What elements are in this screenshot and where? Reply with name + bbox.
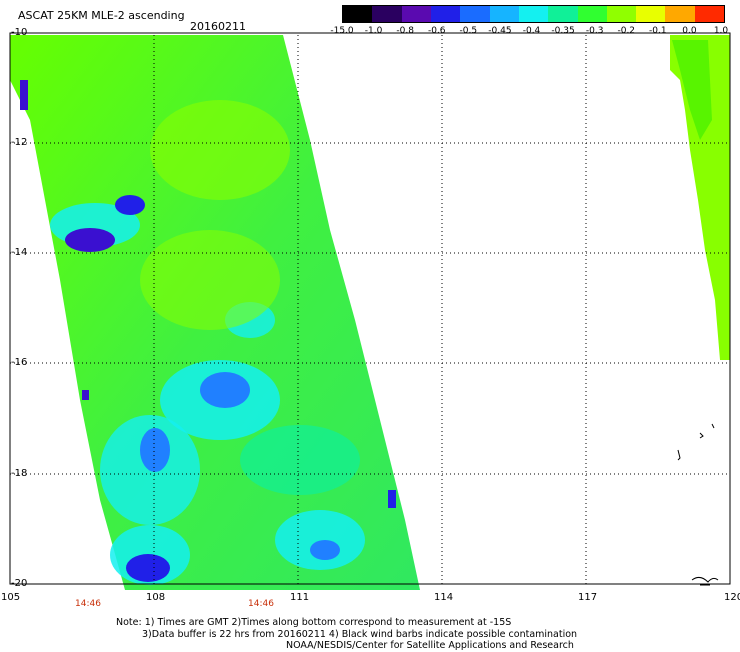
grid-lines (10, 35, 730, 584)
footnotes: Note: 1) Times are GMT 2)Times along bot… (116, 617, 577, 652)
lat-label: -10 (11, 27, 28, 38)
anomaly-blue-11 (310, 540, 340, 560)
lon-label: 114 (434, 592, 454, 603)
colorbar-label: -0.35 (551, 26, 575, 36)
colorbar-label: -0.3 (585, 26, 604, 36)
swath-right (670, 35, 730, 360)
lon-label: 108 (146, 592, 166, 603)
anomaly-lime-15 (140, 230, 280, 330)
anomaly-blue-9 (126, 554, 170, 582)
anomaly-blue-18 (388, 490, 396, 508)
colorbar-label: -1.0 (364, 26, 383, 36)
colorbar-segment (372, 6, 402, 22)
coastline (677, 423, 719, 586)
colorbar-segment (577, 6, 607, 22)
lat-label: -16 (11, 357, 28, 368)
anomaly-blue-16 (20, 80, 28, 110)
chart-title: ASCAT 25KM MLE-2 ascending (18, 9, 185, 22)
map-frame (9, 32, 731, 585)
lon-label: 105 (1, 592, 21, 603)
anomaly-blue-17 (82, 390, 89, 400)
time-label-right: 14:46 (248, 599, 274, 609)
lon-label: 111 (290, 592, 310, 603)
anomaly-cyan-12 (240, 425, 360, 495)
colorbar-label: -0.2 (617, 26, 636, 36)
time-label-left: 14:46 (75, 599, 101, 609)
colorbar-segment (636, 6, 666, 22)
lat-label: -20 (11, 578, 28, 589)
colorbar-label: -0.1 (649, 26, 667, 36)
colorbar-segment (343, 6, 373, 22)
colorbar-segment (430, 6, 461, 22)
colorbar-segment (665, 6, 695, 22)
colorbar (342, 5, 725, 23)
colorbar-label: -0.45 (488, 26, 512, 36)
anomaly-cyan-10 (275, 510, 365, 570)
colorbar-label: -0.5 (459, 26, 478, 36)
colorbar-segment (694, 6, 725, 22)
lat-label: -12 (11, 137, 28, 148)
colorbar-label: -15.0 (330, 26, 354, 36)
colorbar-segment (489, 6, 519, 22)
footnote-line-3: NOAA/NESDIS/Center for Satellite Applica… (286, 640, 574, 651)
lon-label: 120 (724, 592, 740, 603)
colorbar-segment (548, 6, 578, 22)
colorbar-segment (606, 6, 637, 22)
anomaly-blue-2 (65, 228, 115, 252)
lon-label: 117 (578, 592, 598, 603)
colorbar-label: 0.0 (682, 26, 697, 36)
colorbar-label: 1.0 (713, 26, 729, 36)
chart-date: 20160211 (190, 20, 246, 33)
anomaly-blue-7 (140, 428, 170, 472)
colorbar-label: -0.8 (396, 26, 414, 36)
anomaly-blue-3 (115, 195, 145, 215)
footnote-line-1: Note: 1) Times are GMT 2)Times along bot… (116, 617, 512, 628)
colorbar-segment (460, 6, 490, 22)
colorbar-label: -0.6 (427, 26, 446, 36)
colorbar-segment (518, 6, 549, 22)
lat-label: -14 (11, 247, 28, 258)
lat-label: -18 (11, 468, 28, 479)
footnote-line-2: 3)Data buffer is 22 hrs from 20160211 4)… (142, 628, 578, 640)
colorbar-segment (401, 6, 431, 22)
anomaly-lime-14 (150, 100, 290, 200)
colorbar-label: -0.4 (522, 26, 541, 36)
anomaly-blue-5 (200, 372, 250, 408)
swath-right-green (672, 40, 712, 140)
